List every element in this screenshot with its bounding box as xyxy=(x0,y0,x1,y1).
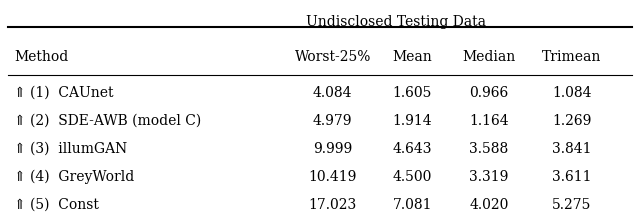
Text: Median: Median xyxy=(462,49,515,64)
Text: 4.643: 4.643 xyxy=(393,142,432,156)
Text: 5.275: 5.275 xyxy=(552,198,591,212)
Text: 1.164: 1.164 xyxy=(469,114,509,128)
Text: 0.966: 0.966 xyxy=(469,86,509,100)
Text: Method: Method xyxy=(14,49,68,64)
Text: Mean: Mean xyxy=(392,49,432,64)
Text: 4.020: 4.020 xyxy=(469,198,509,212)
Text: Trimean: Trimean xyxy=(542,49,602,64)
Text: 1.914: 1.914 xyxy=(392,114,432,128)
Text: 3.611: 3.611 xyxy=(552,170,591,184)
Text: 4.979: 4.979 xyxy=(313,114,353,128)
Text: 1.084: 1.084 xyxy=(552,86,591,100)
Text: 4.084: 4.084 xyxy=(313,86,353,100)
Text: 1.605: 1.605 xyxy=(393,86,432,100)
Text: ⇑ (4)  GreyWorld: ⇑ (4) GreyWorld xyxy=(14,170,134,184)
Text: 1.269: 1.269 xyxy=(552,114,591,128)
Text: 10.419: 10.419 xyxy=(308,170,357,184)
Text: ⇑ (2)  SDE-AWB (model C): ⇑ (2) SDE-AWB (model C) xyxy=(14,114,202,128)
Text: 7.081: 7.081 xyxy=(393,198,432,212)
Text: 17.023: 17.023 xyxy=(308,198,357,212)
Text: 4.500: 4.500 xyxy=(393,170,432,184)
Text: 3.588: 3.588 xyxy=(469,142,509,156)
Text: 9.999: 9.999 xyxy=(313,142,353,156)
Text: ⇑ (1)  CAUnet: ⇑ (1) CAUnet xyxy=(14,86,114,100)
Text: 3.841: 3.841 xyxy=(552,142,591,156)
Text: Undisclosed Testing Data: Undisclosed Testing Data xyxy=(307,15,486,30)
Text: ⇑ (3)  illumGAN: ⇑ (3) illumGAN xyxy=(14,142,127,156)
Text: Worst-25%: Worst-25% xyxy=(294,49,371,64)
Text: 3.319: 3.319 xyxy=(469,170,509,184)
Text: ⇑ (5)  Const: ⇑ (5) Const xyxy=(14,198,99,212)
